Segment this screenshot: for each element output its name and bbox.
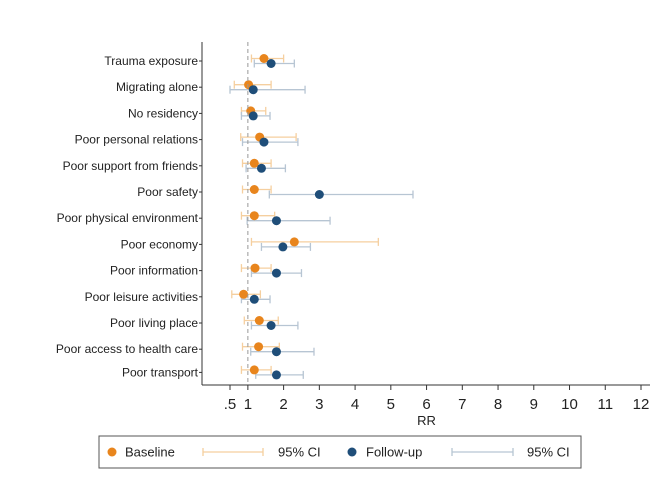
- category-label: Poor physical environment: [57, 211, 199, 225]
- data-point: [271, 370, 281, 380]
- x-tick-label: 1: [244, 396, 252, 413]
- legend-label: Follow-up: [366, 445, 422, 460]
- x-tick-label: 3: [315, 396, 323, 413]
- data-point: [254, 316, 264, 325]
- category-label: Poor personal relations: [75, 133, 198, 147]
- data-point: [250, 263, 260, 273]
- category-label: Trauma exposure: [104, 54, 198, 68]
- x-tick-label: .5: [224, 396, 237, 413]
- x-tick-label: 11: [597, 396, 613, 413]
- data-point: [271, 347, 281, 357]
- data-point: [248, 85, 258, 95]
- x-axis-label: RR: [417, 413, 436, 428]
- data-point: [254, 342, 264, 352]
- data-point: [271, 268, 281, 278]
- category-label: Poor information: [110, 264, 198, 278]
- legend-marker: [347, 447, 357, 457]
- category-label: Poor leisure activities: [85, 290, 198, 304]
- data-point: [259, 54, 269, 63]
- legend-label: 95% CI: [527, 445, 570, 460]
- data-point: [289, 237, 299, 247]
- x-tick-label: 9: [530, 396, 538, 413]
- category-label: Poor support from friends: [63, 159, 198, 173]
- data-point: [278, 242, 288, 252]
- x-tick-label: 7: [458, 396, 466, 413]
- data-point: [249, 365, 259, 375]
- data-point: [239, 289, 249, 299]
- x-tick-label: 8: [494, 396, 502, 413]
- data-point: [271, 216, 281, 226]
- x-tick-label: 2: [279, 396, 287, 413]
- x-tick-label: 12: [633, 396, 650, 413]
- category-label: Poor transport: [122, 365, 199, 379]
- legend-label: 95% CI: [278, 445, 321, 460]
- legend-marker: [107, 447, 117, 457]
- category-label: Poor economy: [121, 237, 198, 251]
- x-tick-label: 10: [561, 396, 578, 413]
- data-point: [248, 111, 258, 121]
- category-label: Migrating alone: [116, 80, 198, 94]
- category-label: Poor safety: [137, 185, 198, 199]
- data-point: [249, 211, 259, 221]
- data-point: [249, 158, 259, 168]
- data-point: [266, 59, 276, 68]
- data-point: [249, 185, 259, 194]
- data-point: [256, 163, 266, 173]
- x-tick-label: 5: [387, 396, 395, 413]
- category-label: Poor access to health care: [56, 342, 198, 356]
- data-point: [259, 137, 269, 147]
- data-point: [249, 294, 259, 304]
- category-label: Poor living place: [110, 316, 198, 330]
- category-label: No residency: [128, 106, 198, 120]
- data-point: [266, 321, 276, 330]
- x-tick-label: 6: [422, 396, 430, 413]
- legend-label: Baseline: [125, 445, 175, 460]
- x-tick-label: 4: [351, 396, 359, 413]
- data-point: [314, 190, 324, 199]
